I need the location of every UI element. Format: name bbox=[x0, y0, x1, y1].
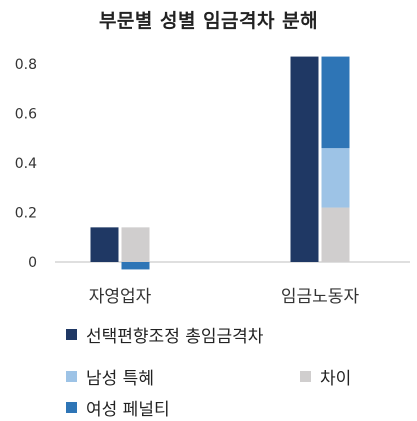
y-tick-label: 0.8 bbox=[15, 57, 37, 73]
legend-label-female-penalty: 여성 페널티 bbox=[86, 400, 170, 420]
x-category-label: 자영업자 bbox=[89, 287, 152, 307]
legend-swatch-male-premium bbox=[66, 371, 77, 382]
legend-swatch-female-penalty bbox=[66, 402, 77, 413]
legend-item-difference: 차이 bbox=[300, 364, 351, 389]
bar-segment bbox=[121, 262, 150, 270]
legend-label-total-gap: 선택편향조정 총임금격차 bbox=[86, 327, 264, 347]
legend-item-total-gap: 선택편향조정 총임금격차 bbox=[66, 322, 263, 347]
y-tick-label: 0.4 bbox=[15, 156, 37, 172]
chart-title: 부문별 성별 임금격차 분해 bbox=[98, 10, 319, 32]
bar-segment bbox=[321, 56, 350, 149]
y-tick-label: 0.2 bbox=[15, 206, 37, 222]
legend-label-male-premium: 남성 특혜 bbox=[86, 369, 154, 389]
legend-label-difference: 차이 bbox=[320, 369, 352, 389]
y-tick-label: 0 bbox=[28, 255, 37, 271]
bar-segment bbox=[321, 148, 350, 208]
x-category-label: 임금노동자 bbox=[281, 287, 360, 307]
bar-segment bbox=[321, 207, 350, 262]
bar-total-gap bbox=[290, 56, 319, 263]
legend-swatch-total-gap bbox=[66, 329, 77, 340]
y-tick-label: 0.6 bbox=[15, 107, 37, 123]
legend-item-female-penalty: 여성 페널티 bbox=[66, 395, 170, 420]
legend-item-male-premium: 남성 특혜 bbox=[66, 364, 154, 389]
bar-segment bbox=[121, 227, 150, 262]
legend-swatch-difference bbox=[300, 371, 311, 382]
bar-total-gap bbox=[90, 227, 119, 262]
